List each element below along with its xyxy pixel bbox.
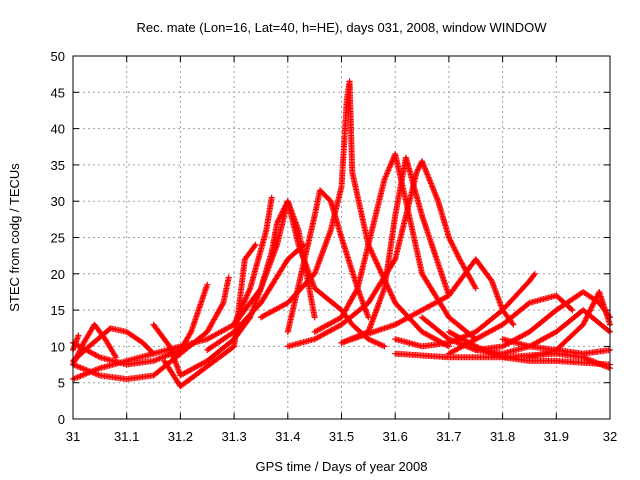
x-tick-label: 31.3 [221,429,246,444]
y-tick-label: 45 [51,85,65,100]
data-point [353,286,360,293]
data-series [284,187,372,335]
x-tick-label: 31.6 [383,429,408,444]
data-series [231,198,388,350]
data-series [70,281,211,368]
data-point [414,167,421,174]
x-tick-label: 31.5 [329,429,354,444]
x-tick-label: 31 [66,429,80,444]
data-point [112,352,119,359]
data-point [568,306,575,313]
data-point [365,314,372,321]
data-point [530,272,537,279]
data-point [415,165,422,172]
chart-title: Rec. mate (Lon=16, Lat=40, h=HE), days 0… [136,20,547,35]
data-series [284,158,479,350]
data-point [509,320,516,327]
y-axis-label: STEC from codg / TECUs [7,163,22,312]
data-point [268,194,275,201]
x-axis-label: GPS time / Days of year 2008 [256,459,428,474]
data-point [251,243,258,250]
data-point [531,270,538,277]
x-tick-label: 31.2 [168,429,193,444]
data-point [187,330,194,337]
data-point [112,354,119,361]
tick-labels: 31 31.1 31.2 31.3 31.4 31.5 31.6 31.7 31.8 31.9 32… [51,49,618,444]
data-series [499,336,613,357]
data-point [225,274,232,281]
data-point [204,281,211,288]
data-point [471,283,478,290]
data-point [252,241,259,248]
y-tick-label: 20 [51,267,65,282]
y-tick-label: 0 [58,412,65,427]
data-series [204,241,307,354]
y-tick-label: 5 [58,376,65,391]
x-tick-label: 31.7 [436,429,461,444]
data-point [569,307,576,314]
data-point [75,332,82,339]
data-series [70,321,119,368]
y-tick-label: 10 [51,339,65,354]
data-point [311,314,318,321]
x-tick-label: 31.9 [544,429,569,444]
y-tick-label: 50 [51,49,65,64]
data-point [472,285,479,292]
data-series [338,256,517,346]
y-tick-label: 40 [51,122,65,137]
y-tick-label: 25 [51,231,65,246]
data-points [70,78,613,390]
data-series [338,154,452,346]
y-tick-label: 30 [51,194,65,209]
data-point [510,321,517,328]
data-series [419,307,613,357]
plot-frame [72,55,611,420]
x-tick-label: 32 [603,429,617,444]
data-series [445,328,613,368]
x-tick-label: 31.4 [275,429,300,444]
data-point [381,343,388,350]
data-point [413,169,420,176]
data-point [416,163,423,170]
y-tick-label: 35 [51,158,65,173]
data-point [415,166,422,173]
data-point [299,242,306,249]
y-tick-label: 15 [51,303,65,318]
x-tick-label: 31.1 [114,429,139,444]
data-point [219,301,226,308]
x-tick-label: 31.8 [490,429,515,444]
axis-ticks [72,55,611,420]
data-point [391,257,398,264]
data-point [605,327,612,334]
